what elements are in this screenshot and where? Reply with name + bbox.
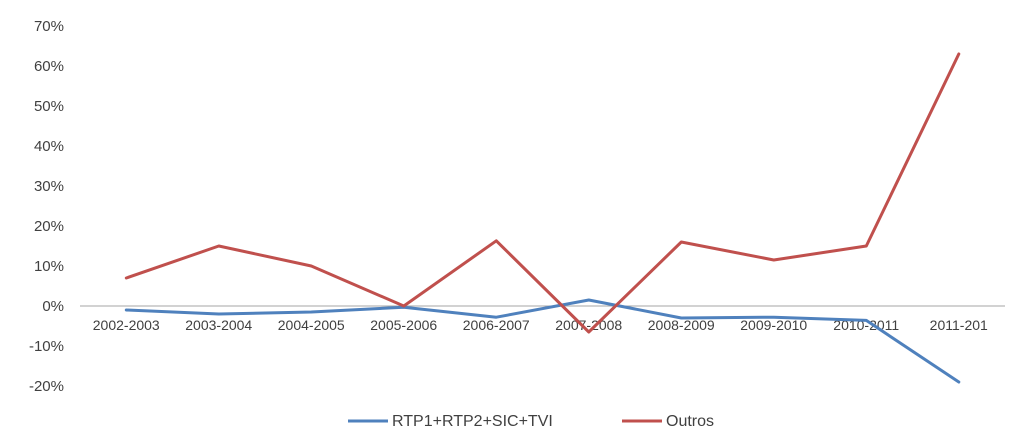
y-tick-label: 60% <box>34 58 64 75</box>
x-tick-label: 2006-2007 <box>463 317 530 333</box>
x-tick-label: 2011-201 <box>930 317 988 333</box>
y-tick-label: 70% <box>34 18 64 35</box>
legend-label: Outros <box>666 413 714 430</box>
series-line-2 <box>124 52 961 334</box>
x-tick-label: 2008-2009 <box>648 317 715 333</box>
y-tick-label: 20% <box>34 218 64 235</box>
x-axis: 2002-2003 2003-2004 2004-2005 2005-2006 2006… <box>93 317 988 333</box>
y-tick-label: 50% <box>34 98 64 115</box>
y-tick-label: -20% <box>29 378 64 395</box>
series-line-1 <box>124 298 961 384</box>
x-tick-label: 2004-2005 <box>278 317 345 333</box>
y-tick-label: 0% <box>42 298 64 315</box>
x-tick-label: 2005-2006 <box>370 317 437 333</box>
x-tick-label: 2009-2010 <box>740 317 807 333</box>
x-tick-label: 2007-2008 <box>555 317 622 333</box>
y-axis: 70% 60% 50% 40% 30% 20% 10% 0% -10% -20% <box>29 18 64 395</box>
y-tick-label: -10% <box>29 338 64 355</box>
legend-label: RTP1+RTP2+SIC+TVI <box>392 413 553 430</box>
legend: RTP1+RTP2+SIC+TVI Outros <box>348 413 714 430</box>
series-lines <box>124 52 961 384</box>
y-tick-label: 30% <box>34 178 64 195</box>
y-tick-label: 10% <box>34 258 64 275</box>
x-tick-label: 2003-2004 <box>185 317 252 333</box>
x-tick-label: 2002-2003 <box>93 317 160 333</box>
y-tick-label: 40% <box>34 138 64 155</box>
